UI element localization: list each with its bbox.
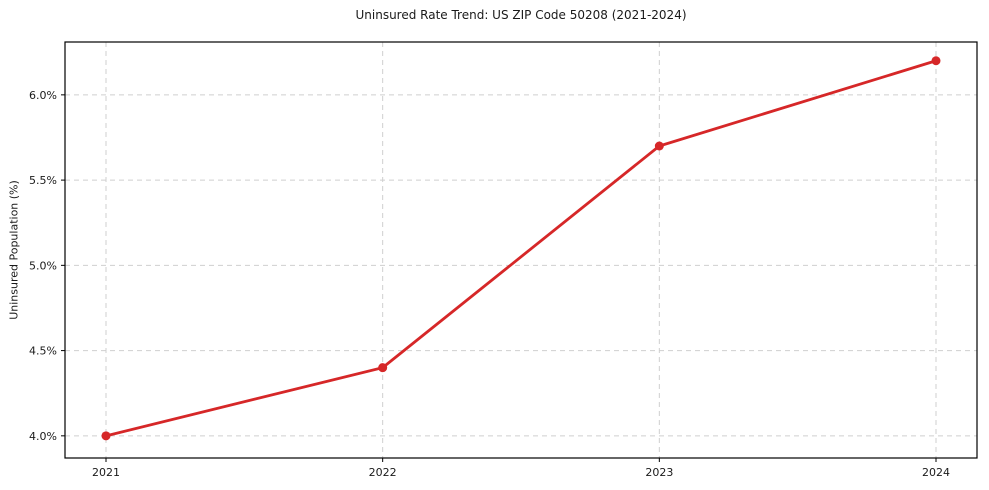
y-tick-label: 4.5% bbox=[29, 345, 57, 358]
x-tick-label: 2023 bbox=[645, 466, 673, 479]
x-tick-label: 2022 bbox=[369, 466, 397, 479]
chart-title: Uninsured Rate Trend: US ZIP Code 50208 … bbox=[355, 8, 687, 22]
trend-line bbox=[104, 59, 938, 438]
y-tick-label: 5.0% bbox=[29, 259, 57, 272]
data-point-marker bbox=[101, 431, 111, 441]
x-tick-label: 2021 bbox=[92, 466, 120, 479]
y-tick-label: 6.0% bbox=[29, 89, 57, 102]
x-tick-label: 2024 bbox=[922, 466, 950, 479]
data-point-marker bbox=[931, 56, 941, 66]
y-tick-label: 5.5% bbox=[29, 174, 57, 187]
data-point-marker bbox=[378, 363, 388, 373]
plot-border bbox=[64, 41, 978, 459]
y-tick-label: 4.0% bbox=[29, 430, 57, 443]
data-point-marker bbox=[654, 141, 664, 151]
